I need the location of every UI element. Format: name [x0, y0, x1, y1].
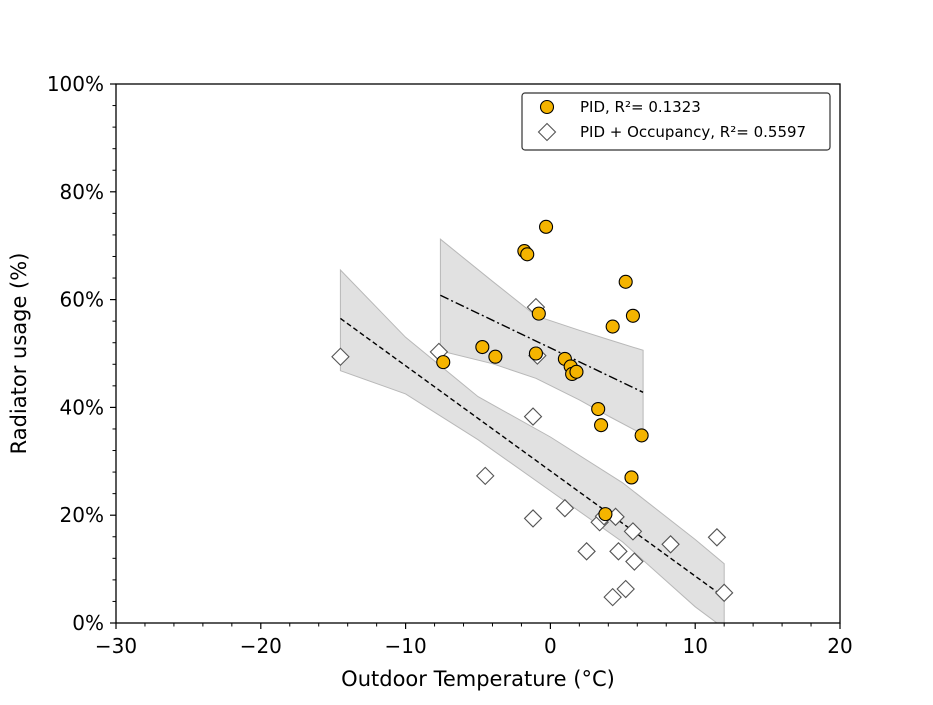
y-tick-label: 0% [72, 611, 104, 635]
data-point-series1-14 [625, 552, 644, 571]
data-point-series1-12 [609, 542, 628, 561]
x-axis-ticks: −30 −20 −10 0 10 20 [95, 623, 853, 658]
data-point-series0-5 [539, 219, 554, 234]
fit-lines [340, 294, 725, 598]
data-point-series0-12 [591, 401, 606, 417]
data-point-series1-15 [603, 587, 622, 607]
data-point-series1-19 [714, 583, 734, 603]
legend-marker-pid [539, 99, 555, 115]
legend-marker-pid-occupancy [537, 122, 557, 142]
x-tick-label: −10 [384, 634, 426, 658]
data-point-series1-16 [616, 579, 635, 599]
data-point-series0-2 [488, 349, 503, 364]
data-point-series0-11 [569, 364, 584, 379]
data-point-series1-8 [577, 542, 596, 561]
legend-box [521, 92, 831, 151]
x-tick-label: 0 [544, 634, 557, 658]
data-point-series0-7 [528, 346, 543, 361]
y-tick-label: 40% [60, 395, 104, 419]
data-point-series1-5 [523, 407, 543, 426]
data-point-series1-2 [475, 466, 495, 486]
data-point-series0-0 [436, 355, 451, 370]
x-tick-label: −30 [95, 634, 137, 658]
x-axis-title: Outdoor Temperature (°C) [341, 667, 615, 691]
data-point-series0-18 [634, 428, 649, 443]
data-point-series1-0 [331, 347, 350, 367]
data-point-series0-16 [625, 308, 640, 323]
data-point-series0-13 [594, 418, 609, 433]
y-axis-ticks: 0% 20% 40% 60% 80% 100% [47, 72, 116, 635]
data-point-series1-6 [523, 509, 543, 528]
data-point-series1-17 [661, 535, 680, 554]
y-tick-label: 20% [60, 503, 104, 527]
data-point-series0-1 [475, 339, 490, 355]
data-point-series0-4 [520, 247, 535, 262]
x-tick-label: −20 [240, 634, 282, 658]
x-tick-label: 10 [682, 634, 707, 658]
data-point-series0-14 [605, 319, 620, 334]
x-tick-label: 20 [827, 634, 852, 658]
confidence-bands [339, 238, 725, 623]
fit-line-0 [440, 294, 644, 393]
data-point-series0-6 [531, 306, 546, 321]
y-axis-title: Radiator usage (%) [7, 253, 31, 455]
data-point-series1-7 [555, 498, 575, 518]
legend-label-pid: PID, R²= 0.1323 [580, 98, 701, 116]
data-point-series0-17 [624, 470, 639, 485]
legend-label-pid-occupancy: PID + Occupancy, R²= 0.5597 [580, 123, 806, 141]
data-point-series1-18 [707, 528, 727, 547]
data-point-series1-13 [623, 522, 643, 541]
y-tick-label: 80% [60, 180, 104, 204]
data-points [331, 219, 734, 607]
y-tick-label: 100% [47, 72, 104, 96]
plot-frame [115, 83, 841, 624]
data-point-series0-19 [598, 507, 613, 522]
legend: PID, R²= 0.1323 PID + Occupancy, R²= 0.5… [521, 92, 831, 151]
y-tick-label: 60% [60, 288, 104, 312]
data-point-series0-15 [618, 274, 633, 289]
fit-line-1 [340, 317, 725, 598]
